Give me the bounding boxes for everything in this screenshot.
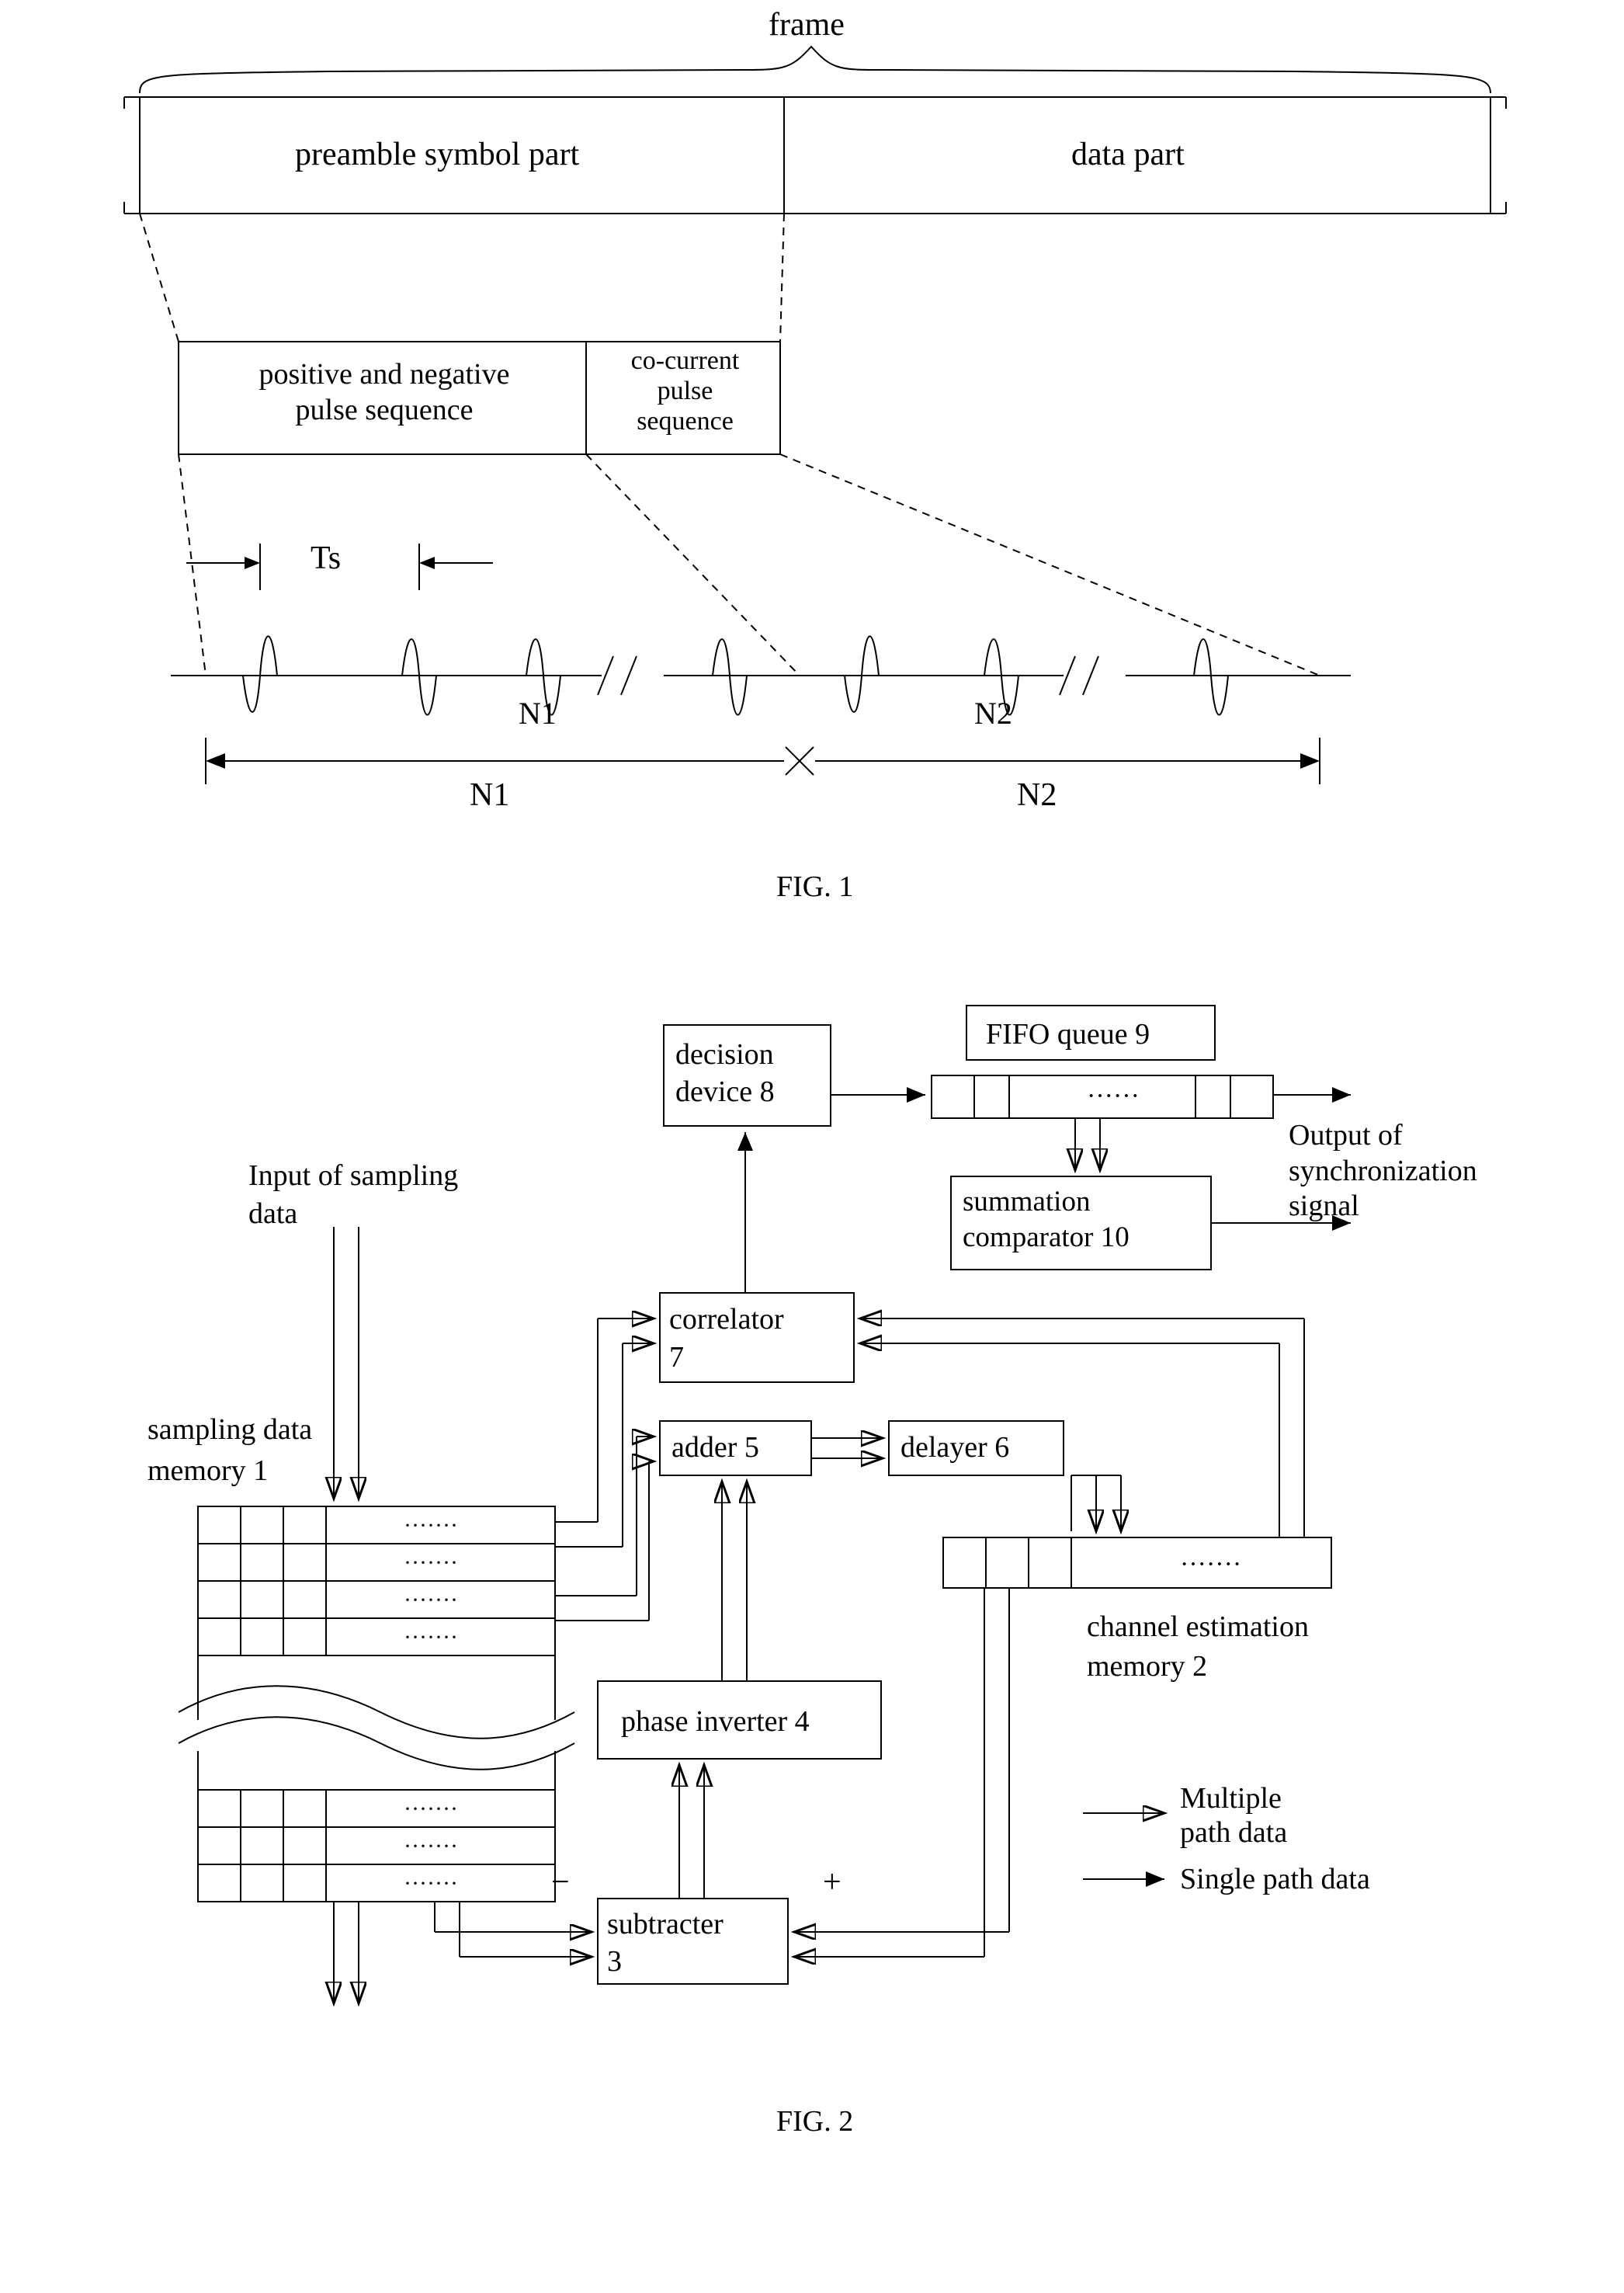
plus-sign: + xyxy=(823,1864,841,1901)
summation-comparator-label: summation comparator 10 xyxy=(963,1184,1211,1256)
output-label: Output of synchronization signal xyxy=(1289,1118,1568,1225)
input-label: Input of sampling data xyxy=(248,1157,574,1234)
n2-label-bottom: N2 xyxy=(1017,776,1057,814)
sampling-memory-label: sampling data memory 1 xyxy=(147,1409,474,1492)
legend-multipath: Multiple path data xyxy=(1180,1782,1452,1850)
sub-right-label: co-current pulse sequence xyxy=(594,346,776,436)
svg-text:······: ······ xyxy=(1087,1082,1140,1110)
ts-label: Ts xyxy=(311,540,341,577)
ce-memory-label: channel estimation memory 2 xyxy=(1087,1607,1413,1687)
fig2-caption: FIG. 2 xyxy=(776,2104,853,2138)
decision-device-label: decision device 8 xyxy=(675,1037,823,1110)
svg-text:·······: ······· xyxy=(404,1550,458,1576)
n1-label-top: N1 xyxy=(519,695,557,731)
svg-text:·······: ······· xyxy=(404,1587,458,1613)
svg-text:·······: ······· xyxy=(404,1513,458,1538)
minus-sign: − xyxy=(551,1864,570,1901)
correlator-label: correlator 7 xyxy=(669,1301,848,1378)
n1-label-bottom: N1 xyxy=(470,776,509,814)
frame-left-label: preamble symbol part xyxy=(295,136,579,173)
figure-2: ······ ······· xyxy=(0,978,1624,2221)
phase-inverter-label: phase inverter 4 xyxy=(621,1704,810,1739)
svg-text:·······: ······· xyxy=(404,1833,458,1859)
legend-singlepath: Single path data xyxy=(1180,1862,1370,1896)
frame-right-label: data part xyxy=(1071,136,1185,173)
subtracter-label: subtracter 3 xyxy=(607,1906,786,1980)
adder-label: adder 5 xyxy=(671,1430,759,1464)
sub-left-label: positive and negative pulse sequence xyxy=(190,357,578,428)
fig1-caption: FIG. 1 xyxy=(776,870,853,904)
svg-text:·······: ······· xyxy=(404,1624,458,1650)
figure-1: frame xyxy=(0,0,1624,932)
fig1-svg xyxy=(0,0,1624,932)
fifo-label: FIFO queue 9 xyxy=(986,1017,1150,1051)
svg-text:·······: ······· xyxy=(1180,1550,1241,1579)
svg-text:·······: ······· xyxy=(404,1871,458,1896)
n2-label-top: N2 xyxy=(974,695,1012,731)
svg-text:·······: ······· xyxy=(404,1796,458,1822)
delayer-label: delayer 6 xyxy=(900,1430,1009,1464)
